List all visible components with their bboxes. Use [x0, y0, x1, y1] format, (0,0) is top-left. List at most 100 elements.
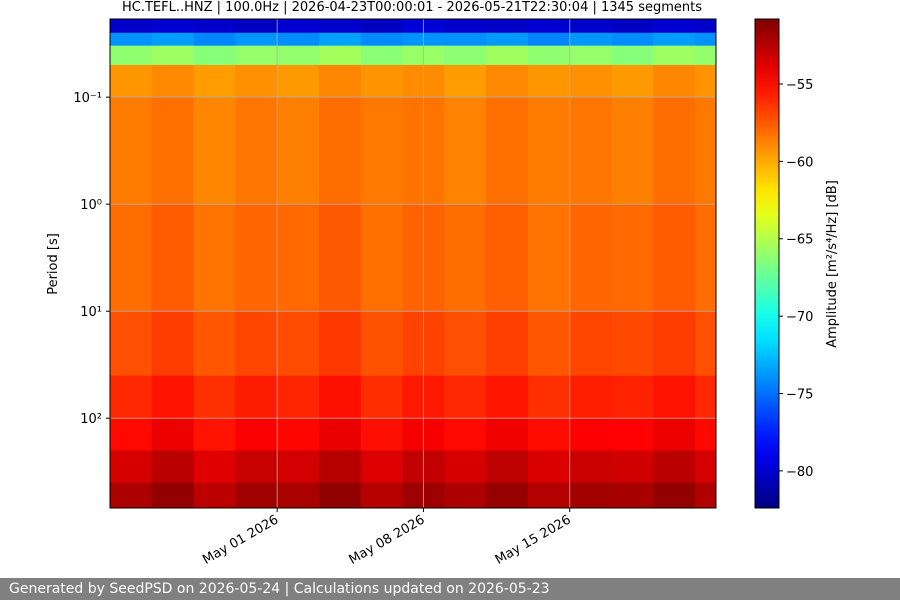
cell [193, 418, 236, 451]
cell [611, 375, 654, 419]
cell [653, 375, 696, 419]
cell [151, 45, 195, 66]
cell [611, 45, 654, 66]
cell [235, 418, 278, 451]
cell [695, 97, 717, 205]
cell [277, 418, 320, 451]
cell [277, 64, 320, 98]
cell [151, 64, 195, 98]
cell [110, 418, 153, 451]
cell [151, 97, 195, 205]
cell [110, 19, 153, 34]
cell [653, 97, 696, 205]
cell [653, 204, 696, 312]
cell [235, 375, 278, 419]
cell [653, 482, 696, 509]
cell [527, 19, 571, 34]
cell [360, 311, 404, 377]
cell [277, 375, 320, 419]
cell [611, 32, 654, 47]
cell [360, 19, 404, 34]
cell [695, 32, 717, 47]
colorbar-tick-label: −55 [786, 78, 813, 93]
cell [444, 45, 487, 66]
cell [486, 97, 529, 205]
cell [277, 204, 320, 312]
cell [527, 450, 571, 484]
cell [695, 482, 717, 509]
cell [360, 204, 404, 312]
cell [277, 482, 320, 509]
x-tick-label: May 15 2026 [493, 512, 574, 567]
cell [151, 204, 195, 312]
cell [611, 311, 654, 377]
cell [193, 204, 236, 312]
cell [695, 45, 717, 66]
cell [653, 450, 696, 484]
cell [653, 64, 696, 98]
cell [318, 19, 362, 34]
cell [151, 482, 195, 509]
colorbar-tick-label: −75 [786, 387, 813, 402]
x-tick-label: May 08 2026 [347, 512, 428, 567]
cell [444, 482, 487, 509]
cell [277, 311, 320, 377]
cell [318, 45, 362, 66]
cell [277, 32, 320, 47]
cell [151, 450, 195, 484]
cell [235, 311, 278, 377]
colorbar-tick-label: −80 [786, 465, 813, 480]
cell [193, 64, 236, 98]
y-axis-label: Period [s] [46, 233, 61, 295]
cell [486, 375, 529, 419]
cell [611, 97, 654, 205]
cell [527, 32, 571, 47]
cell [695, 418, 717, 451]
cell [151, 32, 195, 47]
cell [444, 311, 487, 377]
cell [151, 311, 195, 377]
cell [110, 450, 153, 484]
cell [527, 482, 571, 509]
y-tick-label: 10¹ [80, 305, 102, 320]
cell [695, 204, 717, 312]
cell [151, 19, 195, 34]
cell [277, 97, 320, 205]
cell [193, 45, 236, 66]
cell [360, 418, 404, 451]
cell [611, 64, 654, 98]
cell [653, 45, 696, 66]
cell [569, 19, 613, 34]
cell [486, 311, 529, 377]
cell [151, 418, 195, 451]
cell [527, 204, 571, 312]
y-tick-label: 10² [80, 412, 102, 427]
x-tick-label: May 01 2026 [200, 512, 281, 567]
cell [611, 450, 654, 484]
cell [193, 97, 236, 205]
colorbar-tick-label: −60 [786, 155, 813, 170]
cell [486, 482, 529, 509]
cell [653, 32, 696, 47]
y-tick-label: 10⁰ [80, 198, 102, 213]
cell [569, 97, 613, 205]
cell [110, 375, 153, 419]
cell [527, 311, 571, 377]
chart: HC.TEFL..HNZ | 100.0Hz | 2026-04-23T00:0… [46, 0, 840, 568]
cell [318, 32, 362, 47]
cell [235, 45, 278, 66]
cell [193, 311, 236, 377]
cell [277, 19, 320, 34]
cell [695, 450, 717, 484]
cell [360, 482, 404, 509]
cell [235, 482, 278, 509]
cell [110, 311, 153, 377]
cell [569, 45, 613, 66]
cell [653, 311, 696, 377]
cell [695, 64, 717, 98]
cell [569, 375, 613, 419]
cell [318, 418, 362, 451]
cell [486, 450, 529, 484]
cell [486, 45, 529, 66]
cell [235, 64, 278, 98]
